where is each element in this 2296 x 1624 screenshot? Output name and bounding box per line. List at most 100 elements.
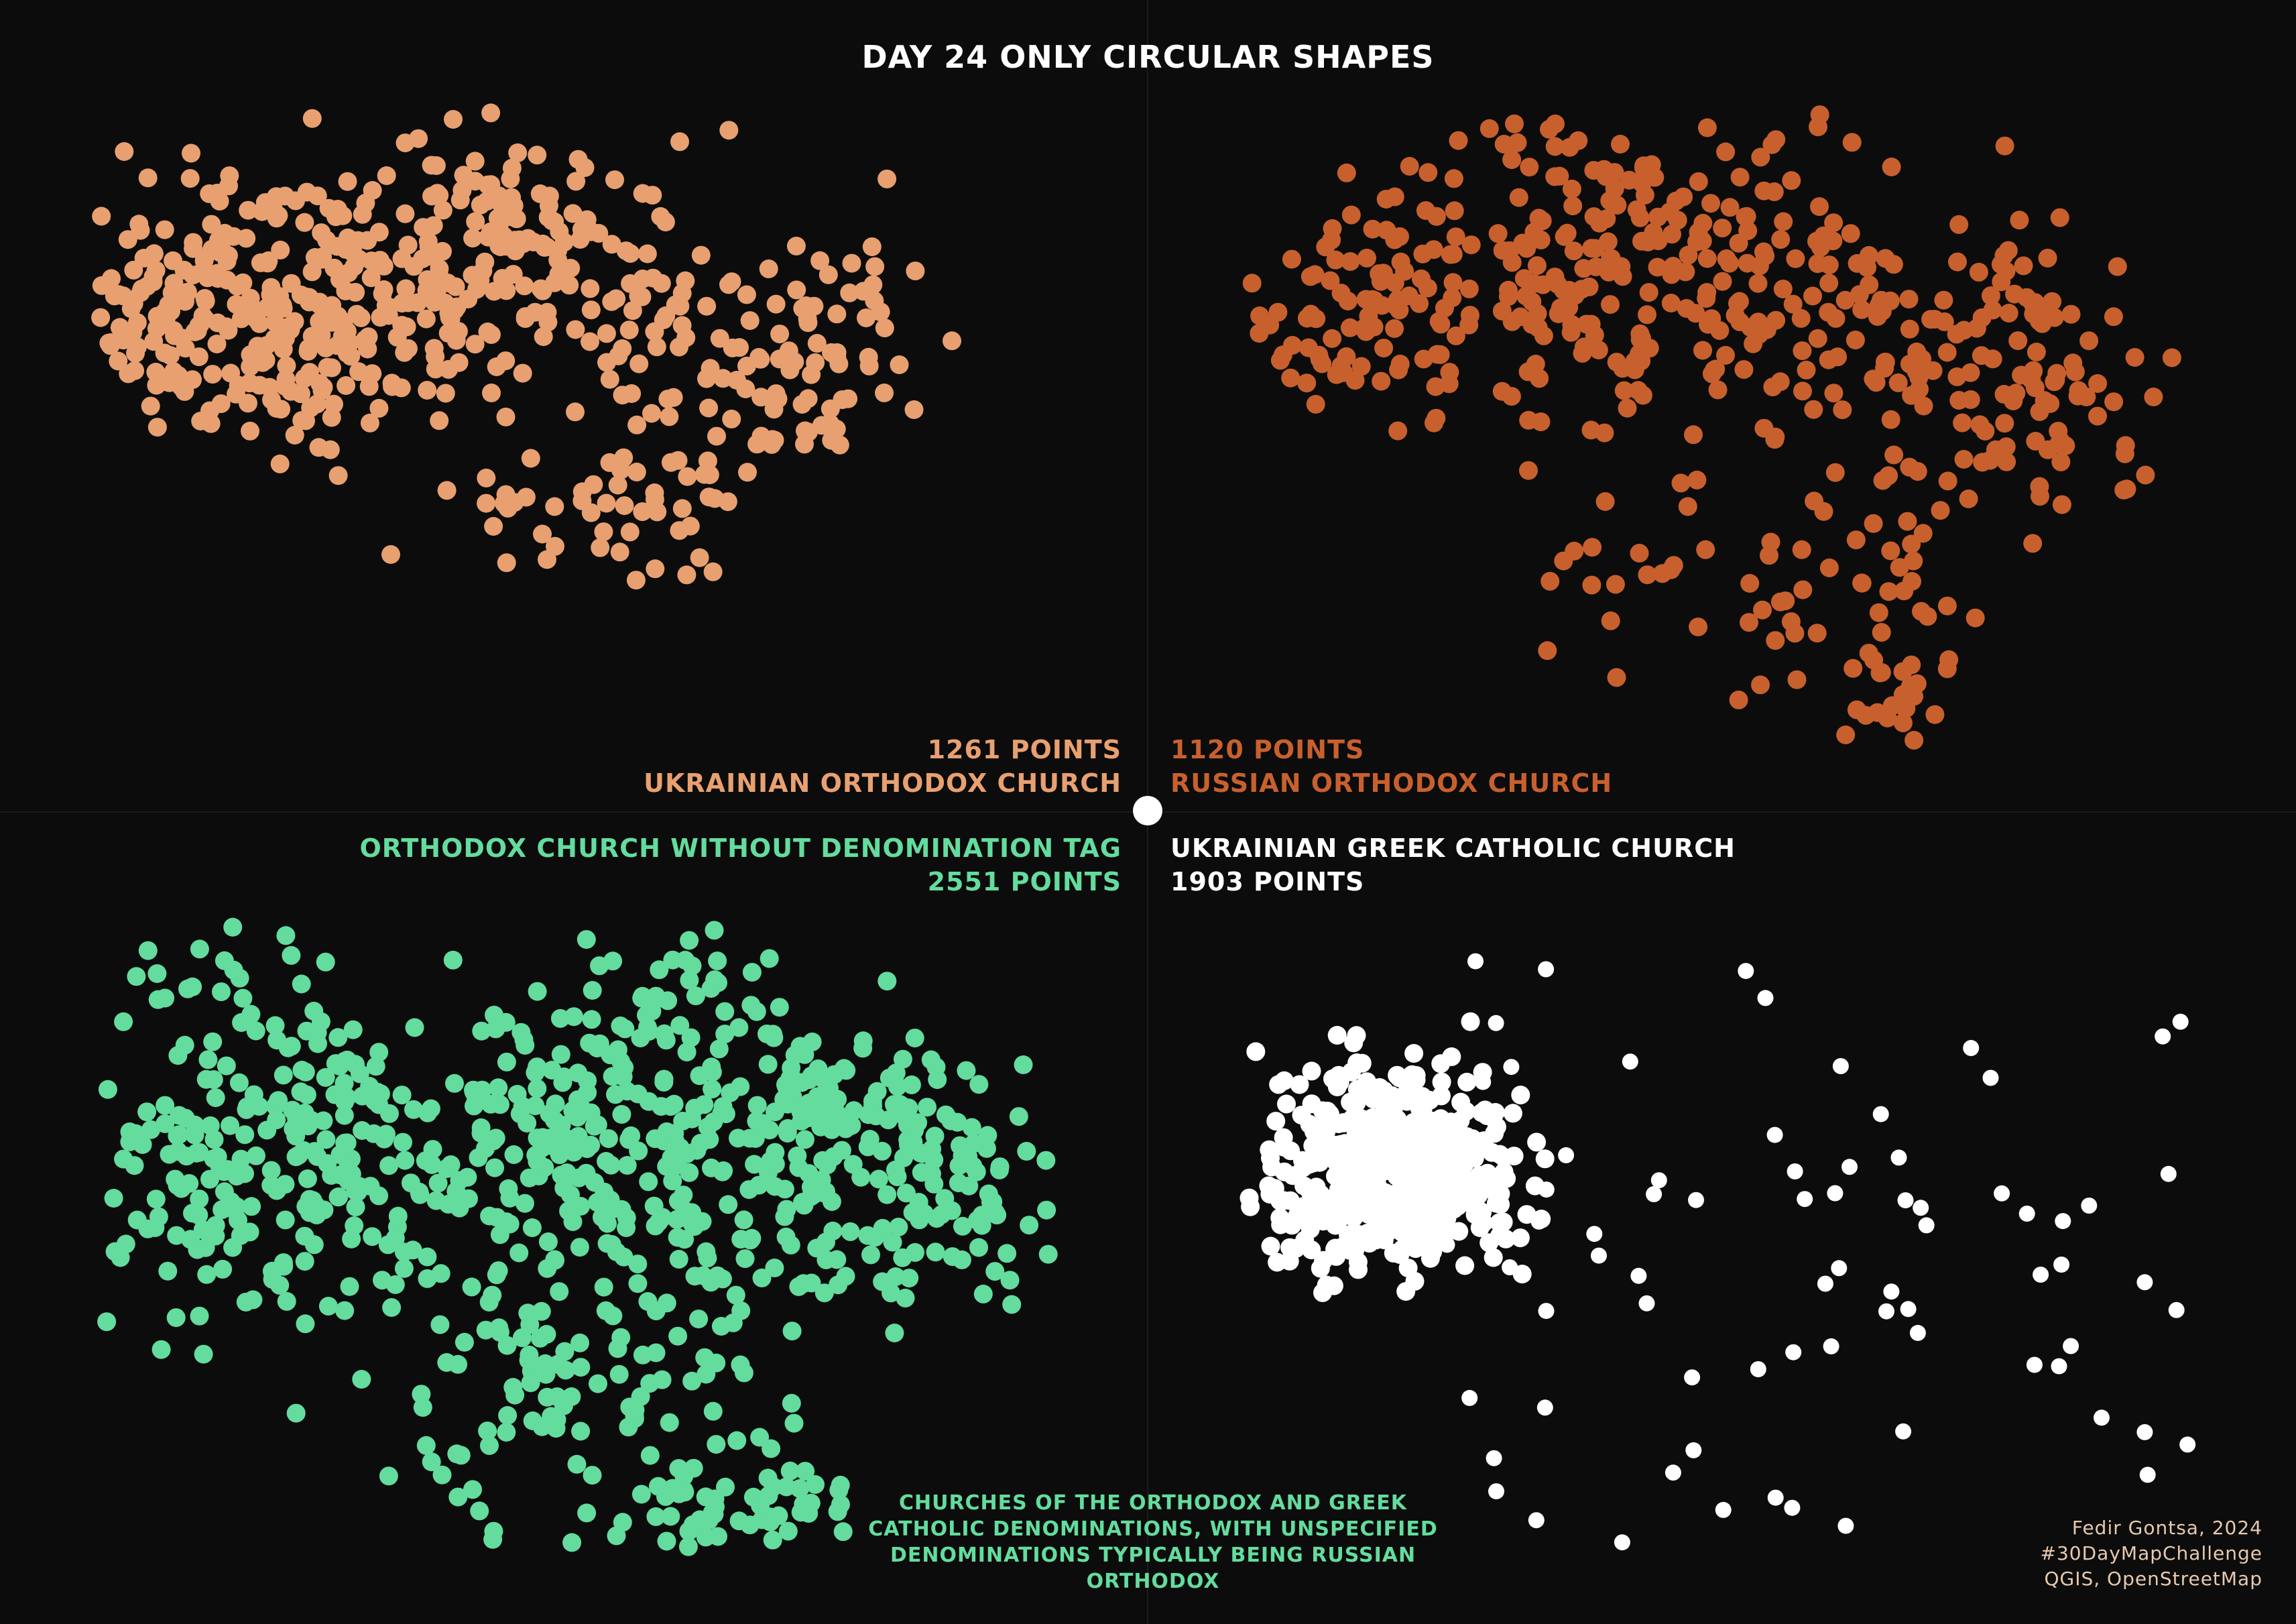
church-point: [2032, 312, 2051, 332]
church-point: [1344, 1033, 1364, 1053]
church-point: [360, 413, 379, 432]
church-point: [2052, 495, 2071, 514]
church-point: [286, 1403, 306, 1423]
church-point: [1418, 1137, 1437, 1157]
church-point: [589, 1374, 607, 1393]
church-point: [1307, 309, 1326, 329]
church-point: [642, 404, 661, 423]
church-point: [674, 1481, 694, 1500]
church-point: [445, 1074, 464, 1093]
church-point: [1753, 600, 1772, 620]
church-point: [267, 1110, 286, 1130]
church-point: [801, 1493, 821, 1513]
church-point: [1009, 1107, 1028, 1126]
church-point: [928, 1070, 947, 1090]
church-point: [777, 1077, 796, 1096]
church-point: [533, 524, 552, 544]
church-point: [522, 1218, 542, 1237]
church-point: [647, 337, 666, 357]
church-point: [969, 1238, 988, 1257]
church-point: [449, 353, 469, 372]
church-point: [2051, 452, 2071, 471]
church-point: [366, 1057, 385, 1076]
church-point: [738, 463, 757, 482]
church-point: [1535, 1149, 1555, 1169]
church-point: [340, 333, 359, 353]
church-point: [1869, 296, 1888, 315]
church-point: [424, 216, 443, 235]
church-point: [763, 430, 782, 449]
church-point: [1360, 1234, 1379, 1253]
church-point: [973, 1284, 993, 1303]
church-point: [1879, 466, 1898, 485]
church-point: [1907, 355, 1926, 374]
church-point: [726, 1285, 745, 1305]
church-point: [1304, 1153, 1323, 1173]
church-point: [1808, 329, 1827, 348]
church-point: [594, 522, 613, 542]
church-point: [1246, 1042, 1266, 1061]
church-point: [1486, 1450, 1502, 1466]
church-point: [1444, 169, 1463, 188]
church-point: [1499, 280, 1518, 300]
church-point: [1618, 398, 1637, 418]
church-point: [215, 223, 235, 243]
church-point: [369, 1043, 389, 1062]
church-point: [750, 1428, 770, 1447]
church-point: [607, 1526, 626, 1546]
church-point: [1995, 414, 2014, 433]
church-point: [328, 1187, 348, 1207]
church-point: [1833, 400, 1852, 420]
church-point: [1931, 501, 1950, 520]
church-point: [426, 156, 446, 175]
church-point: [1751, 148, 1770, 167]
church-point: [2025, 378, 2045, 398]
church-point: [287, 1109, 306, 1128]
church-point: [775, 1179, 794, 1199]
church-point: [158, 1261, 178, 1281]
church-point: [412, 1385, 431, 1404]
church-point: [338, 1152, 357, 1171]
no-denomination-name: ORTHODOX CHURCH WITHOUT DENOMINATION TAG: [359, 833, 1122, 863]
church-point: [1831, 1260, 1848, 1277]
church-point: [382, 1298, 402, 1317]
church-point: [181, 1230, 200, 1249]
church-point: [627, 415, 647, 434]
church-point: [859, 347, 878, 367]
church-point: [223, 1238, 243, 1257]
church-point: [466, 212, 485, 231]
church-point: [462, 1277, 481, 1297]
church-point: [1554, 551, 1573, 571]
church-point: [438, 274, 457, 292]
church-point: [340, 1277, 359, 1296]
church-point: [189, 1206, 208, 1225]
church-point: [571, 1358, 591, 1377]
church-point: [178, 282, 197, 302]
church-point: [1773, 280, 1793, 298]
church-point: [896, 1288, 915, 1308]
church-point: [1301, 267, 1320, 286]
church-point: [311, 1012, 330, 1031]
church-point: [463, 229, 483, 248]
church-point: [542, 1407, 561, 1426]
church-point: [1650, 1172, 1667, 1189]
church-point: [729, 1018, 749, 1037]
church-point: [749, 348, 769, 367]
church-point: [1391, 1091, 1410, 1110]
church-point: [1334, 1156, 1353, 1175]
church-point: [832, 1141, 851, 1160]
church-point: [169, 1125, 188, 1145]
church-point: [1583, 538, 1602, 557]
church-point: [308, 186, 327, 206]
church-point: [628, 1274, 648, 1293]
church-point: [1890, 1149, 1907, 1166]
church-point: [1371, 272, 1390, 291]
church-point: [437, 481, 457, 500]
church-point: [1485, 1124, 1504, 1143]
church-point: [1762, 135, 1782, 154]
church-point: [534, 327, 553, 347]
church-point: [328, 466, 348, 485]
church-point: [337, 1050, 357, 1069]
church-point: [606, 1085, 625, 1104]
church-point: [1876, 353, 1895, 372]
